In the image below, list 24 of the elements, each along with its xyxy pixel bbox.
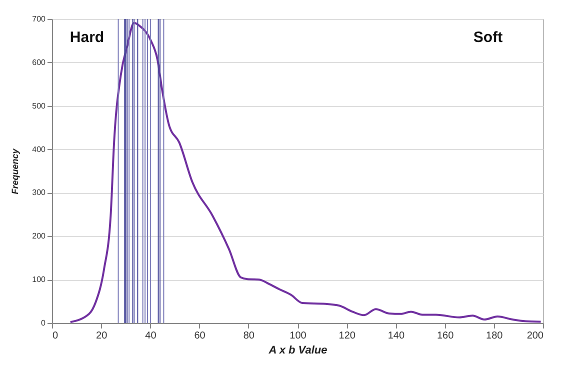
- x-tick-label: 20: [96, 330, 108, 342]
- y-tick-label: 200: [32, 232, 46, 241]
- x-tick-label: 40: [145, 330, 157, 342]
- annotation: Soft: [473, 29, 503, 46]
- y-tick-label: 600: [32, 58, 46, 67]
- x-tick-label: 60: [194, 330, 206, 342]
- y-axis-title: Frequency: [10, 148, 20, 194]
- x-tick-label: 100: [290, 330, 307, 342]
- x-tick-label: 180: [486, 330, 504, 342]
- x-tick-label: 0: [52, 330, 58, 342]
- y-tick-label: 0: [41, 318, 46, 328]
- x-tick-label: 80: [243, 330, 255, 342]
- x-tick-label: 200: [526, 330, 544, 342]
- line-series: [69, 22, 542, 324]
- x-tick-label: 120: [338, 330, 356, 342]
- y-tick-label: 300: [32, 188, 46, 198]
- annotation: Hard: [70, 29, 104, 46]
- y-tick-label: 100: [32, 275, 46, 284]
- y-tick-label: 400: [32, 144, 46, 154]
- y-tick-label: 500: [32, 101, 46, 110]
- x-axis-title: A x b Value: [268, 344, 328, 356]
- x-tick-label: 140: [388, 330, 405, 342]
- x-tick-label: 160: [436, 330, 454, 342]
- y-tick-label: 700: [32, 14, 46, 24]
